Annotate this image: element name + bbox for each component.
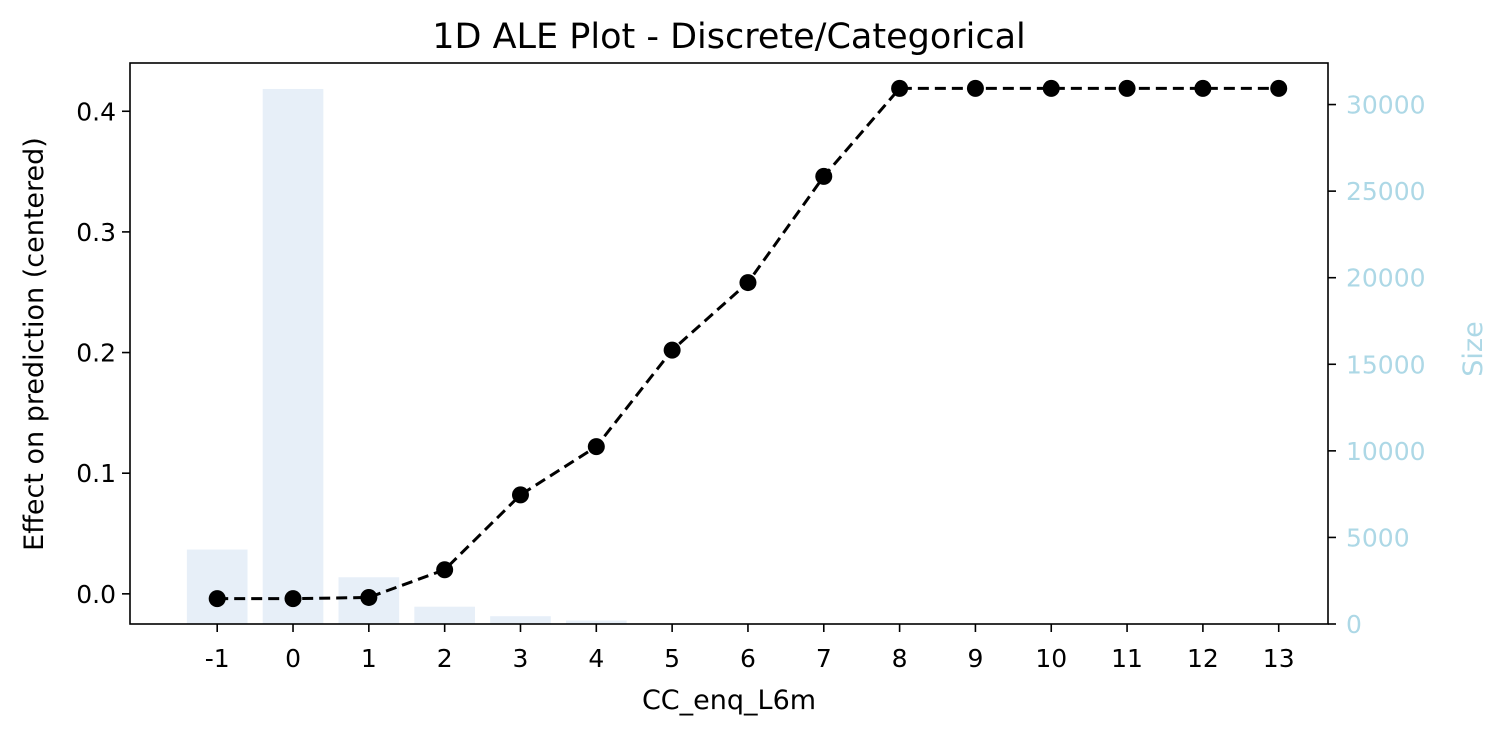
ale-line [217, 86, 1279, 601]
y-right-tick-label: 0 [1346, 610, 1362, 639]
y-tick-label: 0.3 [76, 218, 116, 247]
size-bar [490, 616, 551, 624]
y-axis-label: Effect on prediction (centered) [19, 137, 50, 551]
ale-point [1118, 79, 1136, 97]
chart-title: 1D ALE Plot - Discrete/Categorical [432, 17, 1026, 57]
size-bars [186, 88, 627, 624]
ale-point [587, 438, 605, 456]
y-axis: 0.0 0.1 0.2 0.3 0.4 [76, 97, 130, 609]
x-tick-label: 11 [1111, 644, 1143, 673]
x-tick-label: 5 [664, 644, 680, 673]
size-bar [262, 88, 324, 624]
x-tick-label: 2 [437, 644, 453, 673]
plot-frame [129, 62, 1329, 625]
ale-point [1042, 79, 1060, 97]
y-right-tick-label: 10000 [1346, 437, 1426, 466]
ale-point [284, 590, 302, 608]
x-tick-label: 4 [588, 644, 604, 673]
y-axis-right-label: Size [1458, 321, 1489, 376]
x-tick-label: 3 [513, 644, 529, 673]
x-axis-label: CC_enq_L6m [642, 685, 816, 716]
ale-point [511, 486, 529, 504]
x-axis: -1 0 1 2 3 4 5 6 7 8 9 10 11 12 13 [205, 624, 1295, 673]
ale-series [208, 79, 1288, 608]
ale-point [436, 561, 454, 579]
size-bar [186, 549, 248, 624]
ale-point [208, 590, 226, 608]
y-right-tick-label: 30000 [1346, 91, 1426, 120]
x-tick-label: 1 [361, 644, 377, 673]
x-tick-label: 6 [740, 644, 756, 673]
ale-point [815, 167, 833, 185]
ale-point [1194, 79, 1212, 97]
x-tick-label: 8 [892, 644, 908, 673]
ale-point [663, 341, 681, 359]
size-bar [414, 606, 475, 624]
y-tick-label: 0.4 [76, 97, 116, 126]
x-tick-label: -1 [205, 644, 230, 673]
size-bar [565, 620, 627, 624]
ale-point [739, 274, 757, 292]
x-tick-label: 7 [816, 644, 832, 673]
ale-point [1270, 79, 1288, 97]
x-tick-label: 0 [285, 644, 301, 673]
y-right-tick-label: 5000 [1346, 523, 1410, 552]
x-tick-label: 12 [1187, 644, 1219, 673]
ale-point [360, 588, 378, 606]
y-axis-right: 0 5000 10000 15000 20000 25000 30000 [1328, 91, 1426, 639]
y-tick-label: 0.1 [76, 459, 116, 488]
x-tick-label: 9 [967, 644, 983, 673]
x-tick-label: 10 [1035, 644, 1067, 673]
y-tick-label: 0.2 [76, 339, 116, 368]
y-right-tick-label: 20000 [1346, 264, 1426, 293]
y-right-tick-label: 25000 [1346, 177, 1426, 206]
ale-point [966, 79, 984, 97]
x-tick-label: 13 [1263, 644, 1295, 673]
y-tick-label: 0.0 [76, 580, 116, 609]
ale-point [891, 79, 909, 97]
y-right-tick-label: 15000 [1346, 350, 1426, 379]
